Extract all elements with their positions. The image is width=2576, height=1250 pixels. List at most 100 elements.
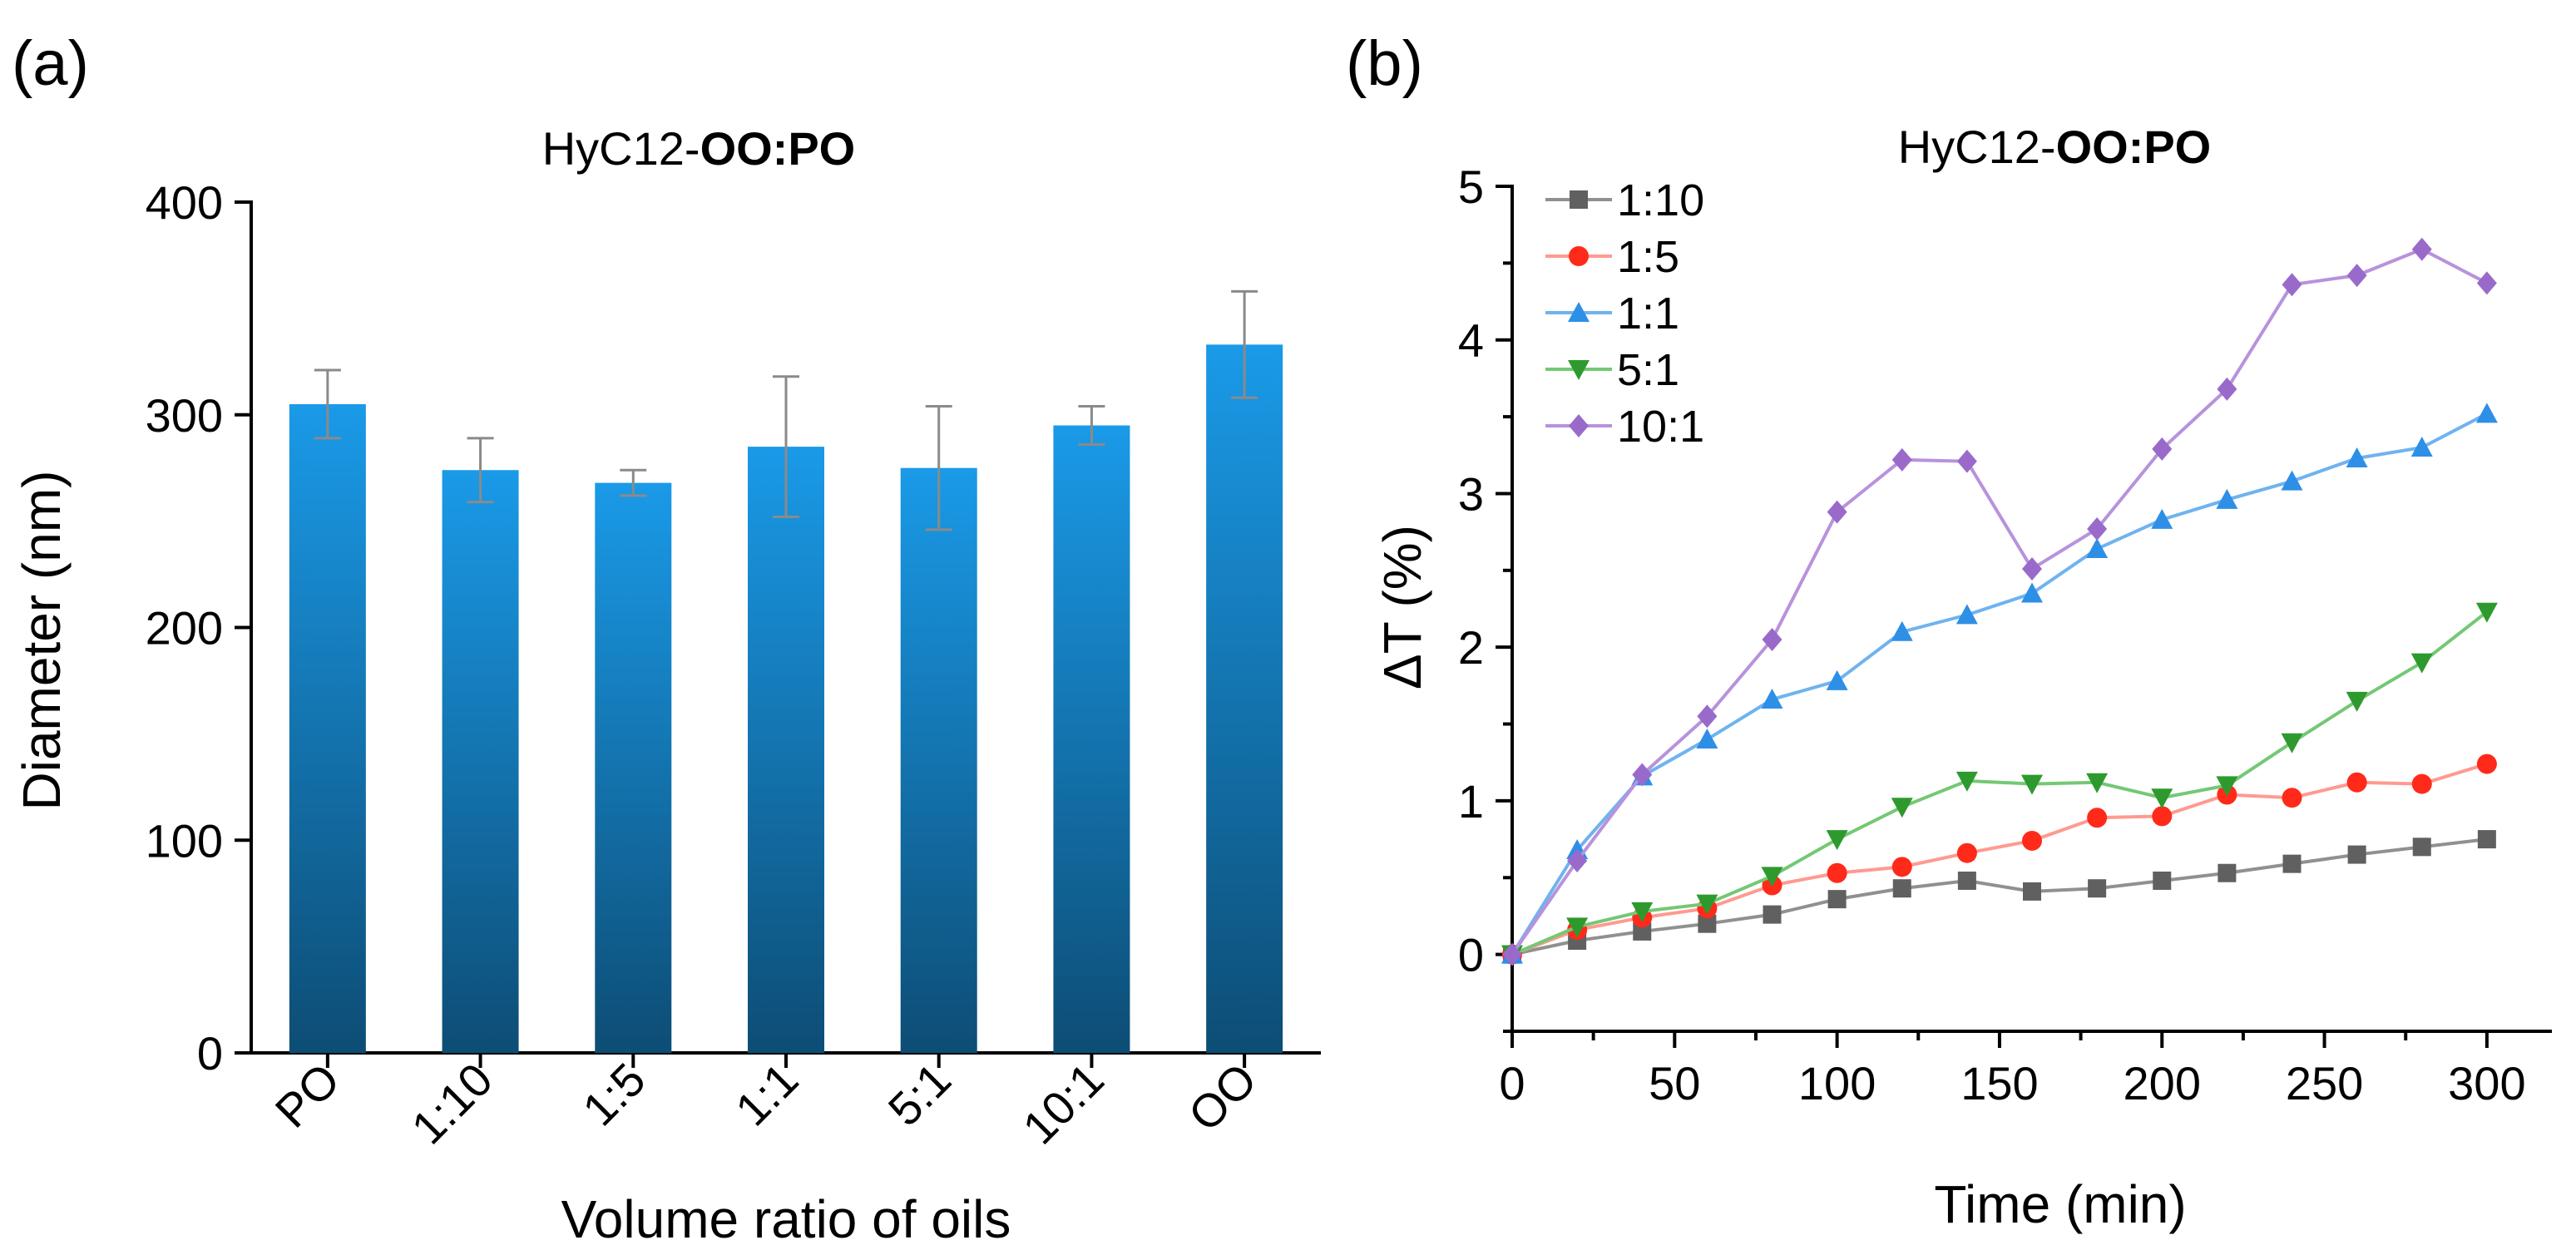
data-point-5:1 — [1566, 917, 1589, 938]
data-point-5:1 — [2086, 773, 2109, 793]
data-point-10:1 — [2476, 271, 2497, 295]
series-1:5 — [1502, 753, 2497, 965]
data-point-1:5 — [2411, 773, 2432, 794]
data-point-5:1 — [1631, 902, 1654, 922]
panel-a-y-tick-label: 200 — [146, 602, 223, 655]
data-point-5:1 — [1761, 867, 1783, 887]
data-point-1:10 — [2153, 871, 2172, 890]
panel-a-label: (a) — [12, 28, 89, 99]
bar-OO — [1206, 344, 1283, 1053]
panel-a-y-tick-label: 100 — [146, 814, 223, 867]
data-point-10:1 — [1956, 449, 1977, 473]
data-point-1:1 — [1826, 669, 1848, 690]
data-point-1:5 — [2152, 806, 2173, 827]
data-point-10:1 — [2152, 437, 2173, 461]
panel-a-x-tick-label: 10:1 — [1012, 1053, 1114, 1154]
series-1:1 — [1501, 403, 2498, 964]
panel-a-y-tick-label: 300 — [146, 389, 223, 442]
legend-item-5:1: 5:1 — [1545, 345, 1679, 395]
data-point-1:1 — [1955, 604, 1978, 625]
data-point-1:10 — [2347, 845, 2366, 864]
data-point-10:1 — [1891, 447, 1912, 472]
data-point-1:10 — [1633, 921, 1652, 941]
panel-a-x-tick-label: OO — [1178, 1053, 1266, 1141]
bar-1:10 — [442, 470, 519, 1053]
bar-10:1 — [1053, 425, 1130, 1054]
data-point-5:1 — [1826, 830, 1848, 851]
data-point-5:1 — [2475, 602, 2498, 623]
panel-b-y-axis-title: ΔT (%) — [1372, 525, 1432, 689]
legend-marker — [1569, 246, 1589, 266]
panel-b-title-bold: OO:PO — [2056, 121, 2212, 173]
panel-b-y-tick-label: 5 — [1458, 161, 1484, 213]
data-point-1:5 — [1827, 862, 1847, 883]
panel-a-x-tick-label: 5:1 — [878, 1053, 962, 1136]
series-line-1:5 — [1511, 762, 2488, 956]
legend-label: 1:10 — [1617, 175, 1704, 225]
data-point-5:1 — [2151, 788, 2173, 809]
data-point-1:10 — [1763, 905, 1782, 924]
panel-b-x-tick-label: 300 — [2448, 1057, 2525, 1109]
bar-1:1 — [748, 447, 824, 1053]
data-point-5:1 — [2216, 776, 2238, 797]
data-point-1:10 — [1957, 871, 1976, 890]
legend-label: 5:1 — [1617, 345, 1679, 395]
legend-item-1:5: 1:5 — [1545, 232, 1679, 282]
legend-item-10:1: 10:1 — [1545, 402, 1704, 452]
data-point-1:5 — [1891, 857, 1912, 877]
panel-b-x-tick-label: 0 — [1499, 1057, 1525, 1109]
bar-5:1 — [900, 467, 977, 1053]
legend-item-1:10: 1:10 — [1545, 175, 1704, 225]
panel-a-title-bold: OO:PO — [700, 122, 856, 175]
data-point-1:1 — [1761, 688, 1783, 709]
panel-a-y-axis-title: Diameter (nm) — [12, 471, 72, 811]
data-point-10:1 — [2282, 273, 2302, 297]
data-point-10:1 — [2022, 556, 2042, 581]
panel-a-x-tick-label: PO — [265, 1053, 350, 1138]
data-point-1:10 — [2282, 854, 2302, 873]
series-line-1:1 — [1510, 412, 2488, 956]
data-point-1:1 — [2346, 447, 2368, 467]
data-point-1:1 — [2086, 537, 2109, 558]
data-point-1:1 — [2021, 582, 2043, 603]
panel-b-x-axis-title: Time (min) — [1934, 1174, 2186, 1234]
data-point-1:10 — [1827, 890, 1847, 909]
panel-a-title: HyC12-OO:PO — [542, 122, 856, 175]
panel-a-x-tick-label: 1:5 — [572, 1053, 655, 1136]
data-point-5:1 — [2281, 733, 2303, 753]
panel-a-bars — [289, 289, 1283, 1054]
data-point-10:1 — [1827, 500, 1847, 524]
series-1:10 — [1503, 830, 2496, 964]
data-point-10:1 — [2217, 377, 2237, 401]
data-point-1:10 — [1892, 879, 1911, 898]
series-5:1 — [1501, 602, 2498, 966]
data-point-1:10 — [2477, 830, 2496, 849]
panel-a-x-tick-label: 1:1 — [725, 1053, 808, 1136]
data-point-1:10 — [2412, 837, 2431, 857]
data-point-1:1 — [2475, 403, 2498, 423]
data-point-1:10 — [1698, 914, 1717, 933]
legend-label: 1:5 — [1617, 232, 1679, 282]
series-line-5:1 — [1511, 610, 2489, 956]
panel-b-x-tick-label: 150 — [1960, 1057, 2038, 1109]
data-point-1:5 — [1956, 842, 1977, 863]
data-point-10:1 — [1632, 763, 1653, 787]
data-point-10:1 — [1762, 627, 1782, 651]
panel-a-x-tick-label: 1:10 — [401, 1053, 502, 1154]
panel-b-legend: 1:10 1:5 1:1 5:1 10:1 — [1545, 175, 1704, 452]
legend-marker — [1568, 302, 1590, 322]
panel-b-title: HyC12-OO:PO — [1898, 121, 2212, 173]
legend-item-1:1: 1:1 — [1545, 289, 1679, 338]
legend-label: 10:1 — [1617, 402, 1704, 452]
panel-b-y-tick-label: 2 — [1458, 621, 1484, 674]
panel-b-x-tick-label: 100 — [1798, 1057, 1876, 1109]
data-point-1:10 — [2218, 863, 2237, 882]
panel-a-x-axis-title: Volume ratio of oils — [561, 1189, 1011, 1249]
data-point-10:1 — [2411, 237, 2432, 261]
data-point-1:1 — [2281, 470, 2303, 491]
series-line-10:1 — [1510, 247, 2488, 956]
panel-b-series — [1501, 237, 2498, 966]
panel-b-y-tick-label: 1 — [1458, 775, 1484, 828]
data-point-5:1 — [1891, 798, 1913, 818]
data-point-1:5 — [2022, 830, 2042, 851]
